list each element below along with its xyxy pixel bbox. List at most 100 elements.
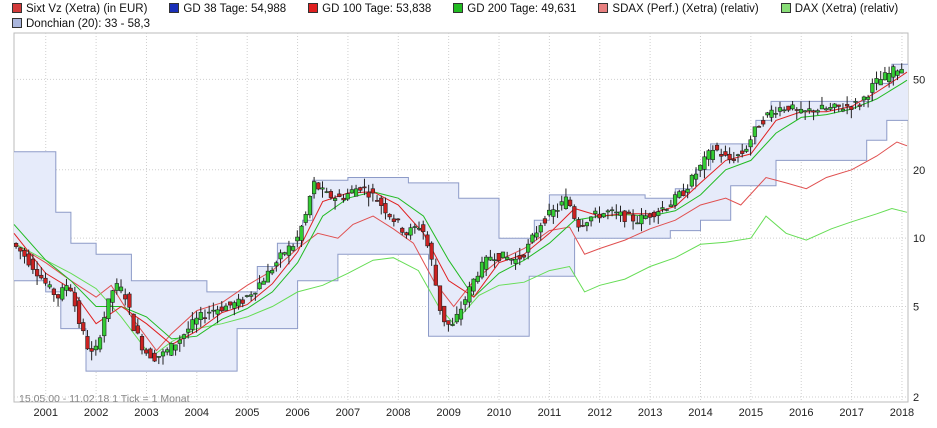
candle-body [270, 270, 275, 274]
candle-body [215, 309, 220, 315]
candle-body [249, 294, 254, 297]
candle-body [274, 262, 279, 267]
candle-body [320, 187, 325, 190]
candle-body [429, 242, 434, 260]
candle-body [383, 203, 388, 214]
candle-body [605, 210, 611, 213]
candle-body [211, 309, 216, 312]
x-tick-label: 2011 [538, 407, 562, 419]
x-tick-label: 2014 [688, 407, 712, 419]
candle-body [693, 173, 699, 180]
candle-body [265, 270, 271, 283]
legend-item-gd38[interactable]: GD 38 Tage: 54,988 [169, 2, 286, 17]
candle-body [362, 186, 367, 189]
candle-body [55, 294, 61, 299]
candle-body [895, 70, 900, 76]
candle-body [513, 258, 518, 264]
candle-body [635, 222, 640, 225]
candle-body [807, 108, 812, 111]
candle-body [563, 196, 569, 209]
legend-item-gd100[interactable]: GD 100 Tage: 53,838 [308, 2, 431, 17]
candle-body [853, 101, 858, 103]
candle-body [836, 104, 841, 107]
candle-body [366, 191, 371, 198]
candle-body [887, 72, 892, 83]
legend-item-sdax[interactable]: SDAX (Perf.) (Xetra) (relativ) [598, 2, 759, 17]
candle-body [471, 278, 476, 292]
candle-body [177, 339, 182, 344]
candle-body [13, 243, 19, 247]
candle-body [702, 156, 707, 170]
candle-body [857, 104, 862, 107]
candle-body [660, 207, 665, 210]
candle-body [345, 193, 350, 200]
candle-body [131, 313, 136, 332]
candle-body [173, 344, 178, 351]
axes: 2001 2002 2003 2004 2005 2006 2007 2008 2009 2010… [33, 74, 925, 419]
x-tick-label: 2004 [185, 407, 209, 419]
legend-swatch [169, 3, 180, 13]
candle-body [236, 298, 241, 307]
candle-body [34, 269, 40, 277]
candle-body [446, 320, 451, 325]
candle-body [291, 246, 296, 251]
candle-body [803, 110, 808, 113]
candle-body [374, 200, 380, 202]
candle-body [861, 96, 867, 101]
candle-body [18, 247, 23, 252]
candle-body [64, 285, 69, 291]
legend-item-donchian[interactable]: Donchian (20): 33 - 58,3 [12, 17, 150, 32]
candle-body [135, 325, 140, 334]
legend-item-dax[interactable]: DAX (Xetra) (relativ) [780, 2, 898, 17]
candle-body [509, 258, 514, 261]
y-tick-label: 2 [913, 392, 919, 404]
candle-body [332, 198, 338, 201]
candle-body [454, 313, 459, 323]
candle-body [723, 151, 728, 156]
candle-body [777, 107, 783, 112]
candle-body [223, 305, 229, 311]
candle-body [286, 245, 292, 256]
candle-body [790, 104, 795, 110]
candle-body [433, 264, 438, 286]
candle-body [93, 345, 98, 351]
candle-body [664, 209, 669, 211]
candle-body [123, 294, 128, 300]
candle-body [815, 110, 820, 113]
candle-body [756, 126, 762, 128]
candle-body [643, 215, 648, 219]
candle-body [496, 253, 501, 262]
candle-body [152, 352, 157, 362]
donchian-upper-line [14, 63, 908, 293]
candle-body [714, 144, 720, 151]
legend-item-gd200[interactable]: GD 200 Tage: 49,631 [453, 2, 576, 17]
candle-body [114, 283, 119, 291]
candle-body [597, 213, 602, 219]
candle-body [194, 317, 199, 325]
donchian-band [14, 63, 908, 372]
candle-body [811, 110, 816, 113]
candle-body [295, 236, 300, 242]
candle-body [526, 243, 531, 253]
candle-body [47, 284, 52, 288]
donchian-lower-line [14, 119, 908, 372]
legend-row-1: Sixt Vz (Xetra) (in EUR) GD 38 Tage: 54,9… [12, 2, 932, 17]
candle-body [517, 255, 522, 260]
legend-swatch [308, 3, 319, 13]
candle-body [647, 213, 652, 218]
legend-item-sixt[interactable]: Sixt Vz (Xetra) (in EUR) [12, 2, 147, 17]
candle-body [395, 218, 401, 221]
candle-body [656, 211, 661, 216]
candle-body [232, 302, 237, 309]
candle-body [899, 69, 904, 74]
candle-body [458, 308, 464, 320]
candle-body [689, 174, 694, 187]
candle-body [328, 191, 333, 198]
candle-body [773, 113, 778, 115]
candle-body [748, 139, 753, 148]
candle-body [316, 182, 321, 190]
candle-body [609, 209, 615, 212]
candle-body [798, 108, 804, 114]
candle-body [144, 349, 149, 354]
